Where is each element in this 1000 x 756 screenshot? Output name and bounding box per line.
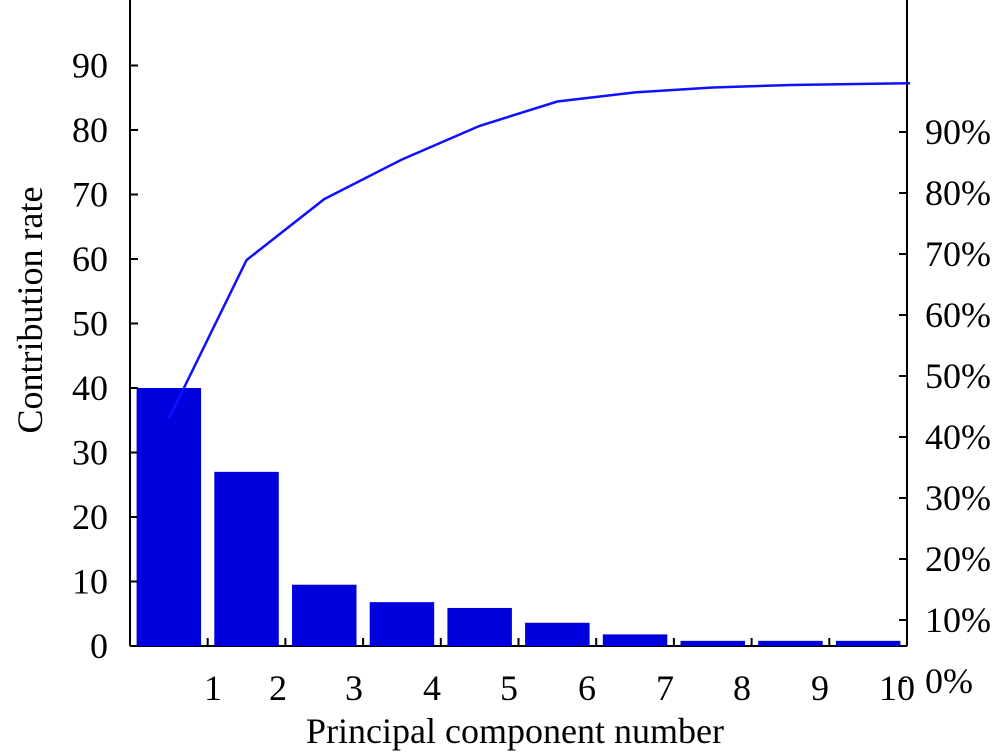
right-tick-label-5: 50% <box>925 356 991 396</box>
bar-9 <box>758 640 823 646</box>
right-tick-label-4: 40% <box>925 417 991 457</box>
bars <box>136 388 901 646</box>
x-tick-label-10: 10 <box>879 668 915 708</box>
bar-1 <box>136 388 202 646</box>
x-tick-label-9: 9 <box>811 668 829 708</box>
bar-8 <box>680 640 745 646</box>
right-tick-label-8: 80% <box>925 173 991 213</box>
bar-3 <box>292 584 357 646</box>
right-tick-label-9: 90% <box>925 112 991 152</box>
right-tick-label-6: 60% <box>925 295 991 335</box>
x-tick-label-8: 8 <box>733 668 751 708</box>
right-tick-label-2: 20% <box>925 539 991 579</box>
left-tick-label-50: 50 <box>72 304 108 344</box>
x-tick-label-3: 3 <box>345 668 363 708</box>
left-tick-label-0: 0 <box>90 626 108 666</box>
right-tick-label-3: 30% <box>925 478 991 518</box>
bar-10 <box>835 640 901 646</box>
ticks: 0 10 20 30 40 50 60 70 80 90 0% 10% 20% 30% 40% 50% 60% 7… <box>72 46 991 709</box>
right-tick-label-0: 0% <box>925 661 973 701</box>
cumulative-line-layer <box>167 81 911 420</box>
left-tick-label-20: 20 <box>72 497 108 537</box>
right-tick-label-1: 10% <box>925 600 991 640</box>
left-tick-label-60: 60 <box>72 239 108 279</box>
x-tick-label-2: 2 <box>269 668 287 708</box>
right-tick-label-7: 70% <box>925 234 991 274</box>
left-tick-label-90: 90 <box>72 46 108 86</box>
left-tick-label-30: 30 <box>72 433 108 473</box>
x-tick-label-6: 6 <box>578 668 596 708</box>
y-axis-title: Contribution rate <box>10 187 50 434</box>
left-tick-label-70: 70 <box>72 175 108 215</box>
bar-7 <box>602 634 668 646</box>
x-tick-label-7: 7 <box>656 668 674 708</box>
left-tick-label-80: 80 <box>72 110 108 150</box>
left-tick-label-40: 40 <box>72 368 108 408</box>
left-tick-label-10: 10 <box>72 562 108 602</box>
bar-6 <box>525 622 590 646</box>
x-axis-title: Principal component number <box>306 711 724 751</box>
bar-5 <box>447 607 512 646</box>
x-tick-label-4: 4 <box>423 668 441 708</box>
bar-2 <box>214 471 279 646</box>
bar-4 <box>369 602 435 646</box>
cumulative-line <box>167 81 911 420</box>
x-tick-label-5: 5 <box>500 668 518 708</box>
x-tick-label-1: 1 <box>204 668 222 708</box>
